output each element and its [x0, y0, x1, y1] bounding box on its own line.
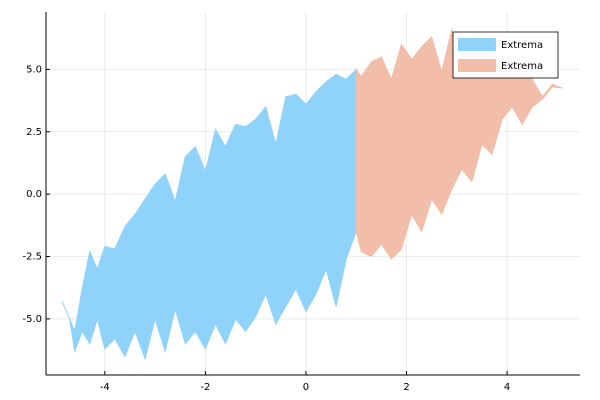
x-tick-label: 4: [504, 382, 510, 393]
y-tick-label: -2.5: [22, 251, 42, 262]
y-tick-label: 0.0: [26, 189, 42, 200]
legend-label: Extrema: [501, 40, 543, 51]
legend-swatch: [458, 38, 496, 51]
band: [355, 27, 563, 260]
x-tick-label: -2: [200, 382, 210, 393]
y-tick-label: 2.5: [26, 127, 42, 138]
y-tick-label: 5.0: [26, 64, 42, 75]
legend-label: Extrema: [501, 61, 543, 72]
band: [61, 68, 357, 361]
x-tick-label: 2: [403, 382, 409, 393]
y-tick-label: -5.0: [22, 314, 42, 325]
x-tick-label: 0: [303, 382, 309, 393]
x-tick-label: -4: [100, 382, 110, 393]
legend-swatch: [458, 59, 496, 72]
